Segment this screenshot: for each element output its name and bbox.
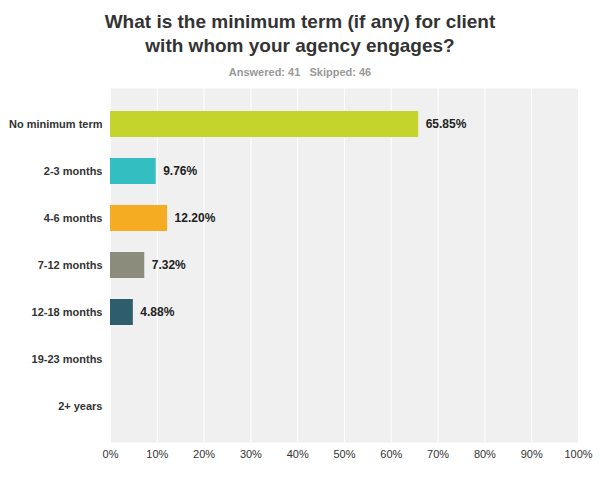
svg-text:12.20%: 12.20% — [175, 211, 216, 225]
svg-text:0%: 0% — [103, 448, 119, 460]
svg-text:65.85%: 65.85% — [426, 117, 467, 131]
svg-text:30%: 30% — [240, 448, 262, 460]
svg-text:9.76%: 9.76% — [163, 164, 197, 178]
html-text:What is the minimum term (if a: What is the minimum term (if any) for cl… — [104, 11, 496, 56]
svg-text:No minimum term: No minimum term — [9, 118, 103, 130]
svg-text:19-23 months: 19-23 months — [32, 353, 103, 365]
svg-text:100%: 100% — [564, 448, 592, 460]
svg-text:40%: 40% — [287, 448, 309, 460]
svg-text:20%: 20% — [193, 448, 215, 460]
svg-text:7-12 months: 7-12 months — [38, 259, 103, 271]
svg-text:2+ years: 2+ years — [58, 400, 102, 412]
svg-text:90%: 90% — [521, 448, 543, 460]
svg-text:12-18 months: 12-18 months — [32, 306, 103, 318]
svg-text:7.32%: 7.32% — [152, 258, 186, 272]
svg-text:60%: 60% — [380, 448, 402, 460]
svg-text:80%: 80% — [474, 448, 496, 460]
html-text:Answered: 41 Skipped: 46: Answered: 41 Skipped: 46 — [228, 66, 372, 78]
svg-text:4-6 months: 4-6 months — [44, 212, 103, 224]
svg-text:4.88%: 4.88% — [140, 305, 174, 319]
svg-text:2-3 months: 2-3 months — [44, 165, 103, 177]
svg-text:70%: 70% — [427, 448, 449, 460]
svg-text:10%: 10% — [146, 448, 168, 460]
svg-text:50%: 50% — [333, 448, 355, 460]
